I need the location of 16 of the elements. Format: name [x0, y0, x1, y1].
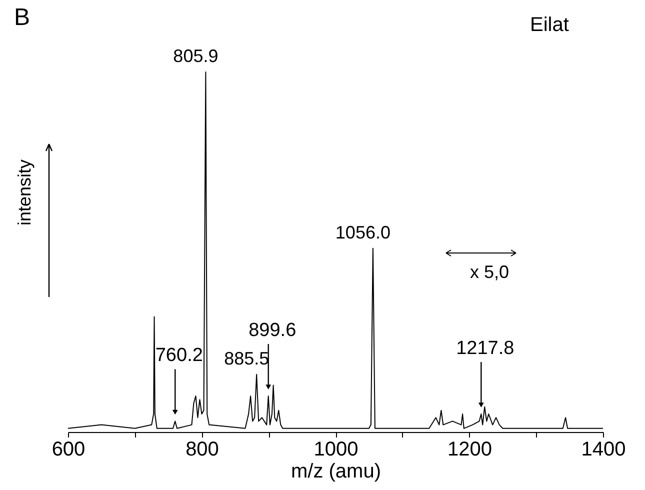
annotation: x 5,0 [470, 262, 510, 283]
x-tick-label: 600 [52, 438, 86, 460]
x-tick-label: 1200 [448, 438, 492, 460]
annotation: 899.6 [248, 320, 296, 341]
annotation: 760.2 [155, 345, 203, 366]
x-tick-label: 1000 [314, 438, 358, 460]
annotation: 805.9 [173, 46, 218, 66]
chart-title: Eilat [530, 14, 569, 37]
annotation: 1056.0 [335, 222, 390, 242]
y-axis-title: intensity [14, 159, 34, 226]
text: B [14, 4, 30, 32]
annotation: 885.5 [224, 348, 270, 368]
x-axis-title: m/z (amu) [291, 460, 381, 482]
x-tick-label: 1400 [581, 438, 626, 460]
annotation: 1217.8 [456, 338, 514, 359]
x-tick-label: 800 [186, 438, 219, 460]
